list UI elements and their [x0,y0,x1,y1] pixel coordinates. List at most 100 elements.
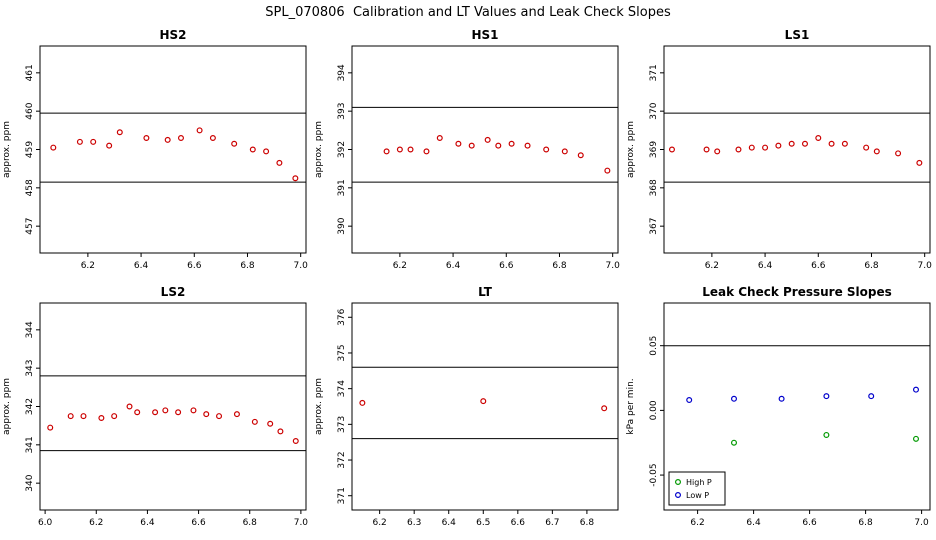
data-point [508,140,515,147]
data-point [436,134,443,141]
x-tick-label: 6.8 [552,261,567,271]
x-tick-label: 6.2 [393,261,407,271]
panel-title: LS1 [785,28,810,42]
data-point [748,144,755,151]
data-point [98,415,105,422]
y-axis-label: approx. ppm [2,378,12,435]
plot-box [351,302,619,511]
x-tick-label: 6.4 [442,518,457,528]
plot-box [663,45,931,254]
y-tick-label: 460 [25,102,35,119]
data-point [383,148,390,155]
data-point [801,140,808,147]
data-point [916,159,923,166]
panel-title: LS2 [161,285,186,299]
data-point [762,144,769,151]
figure-title: SPL_070806 Calibration and LT Values and… [265,5,671,20]
y-tick-label: 340 [25,474,35,491]
x-tick-label: 6.4 [134,261,149,271]
data-point [263,148,270,155]
y-tick-label: 393 [337,103,347,120]
plot-box [39,302,307,511]
data-point [913,386,920,393]
data-point [359,399,366,406]
data-point [423,148,430,155]
y-tick-label: 370 [649,102,659,119]
x-tick-label: 6.8 [243,518,258,528]
plot-box [663,302,931,511]
data-point [164,136,171,143]
data-point [841,140,848,147]
x-tick-label: 6.6 [511,518,526,528]
x-tick-label: 6.8 [240,261,255,271]
y-tick-label: 0.00 [649,400,659,420]
y-tick-label: 371 [337,487,347,504]
panel-title: HS2 [159,28,186,42]
x-tick-label: 7.0 [914,518,929,528]
y-tick-label: 368 [649,179,659,196]
y-tick-label: 394 [337,64,347,81]
data-point [823,393,830,400]
y-tick-label: 344 [25,321,35,338]
data-point [601,405,608,412]
x-tick-label: 6.8 [580,518,595,528]
data-point [90,138,97,145]
panel-title: HS1 [471,28,498,42]
x-tick-label: 6.2 [705,261,719,271]
y-axis-label: kPa per min. [626,378,636,434]
x-tick-label: 6.8 [858,518,873,528]
data-point [76,138,83,145]
data-point [524,142,531,149]
data-point [67,413,74,420]
data-point [468,142,475,149]
data-point [815,134,822,141]
y-tick-label: 375 [337,344,347,361]
y-tick-label: 373 [337,416,347,433]
data-point [484,136,491,143]
data-point [111,413,118,420]
data-point [209,134,216,141]
y-axis-label: approx. ppm [2,121,12,178]
data-point [106,142,113,149]
data-point [116,129,123,136]
data-point [152,409,159,416]
y-tick-label: 0.05 [649,336,659,356]
data-point [895,150,902,157]
data-point [80,413,87,420]
data-point [143,134,150,141]
data-point [249,146,256,153]
data-point [873,148,880,155]
x-tick-label: 6.4 [446,261,461,271]
panel-ls2: LS2 approx. ppm 6.0 6.2 6.4 6.6 6.8 7.0 340 341 34… [2,285,308,528]
data-point [455,140,462,147]
data-point [216,413,223,420]
y-tick-label: 367 [649,218,659,235]
data-point [47,424,54,431]
data-point [196,127,203,134]
data-point [495,142,502,149]
x-tick-label: 7.0 [294,261,309,271]
x-tick-label: 6.4 [140,518,155,528]
x-tick-label: 6.6 [802,518,817,528]
x-tick-label: 6.3 [407,518,421,528]
data-point [668,146,675,153]
x-tick-label: 6.2 [372,518,386,528]
panel-title: Leak Check Pressure Slopes [702,285,892,299]
panel-leak-check-slopes: Leak Check Pressure Slopes kPa per min. 6.… [626,285,931,528]
data-point [543,146,550,153]
legend-label: High P [686,478,712,487]
data-point [480,398,487,405]
y-tick-label: 341 [25,436,35,453]
x-tick-label: 6.8 [864,261,879,271]
data-point [714,148,721,155]
x-tick-label: 7.0 [918,261,933,271]
y-axis-label: approx. ppm [626,121,636,178]
data-point [775,142,782,149]
legend-marker-icon [674,479,681,486]
y-axis-label: approx. ppm [314,121,324,178]
data-point [823,431,830,438]
y-tick-label: 457 [25,218,35,235]
y-tick-label: 343 [25,360,35,377]
data-point [407,146,414,153]
